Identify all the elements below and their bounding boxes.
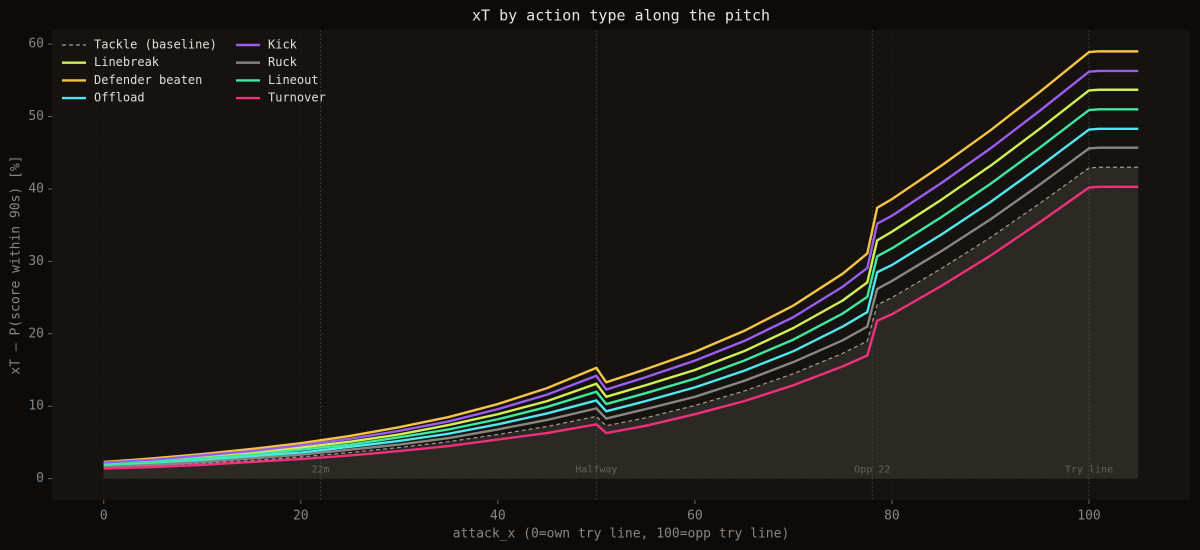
legend-label: Lineout [268, 73, 319, 87]
series-line [103, 50, 1139, 464]
area-fill [103, 167, 1139, 479]
y-tick-label: 10 [28, 399, 44, 414]
series-line [103, 108, 1139, 467]
x-tick-label: 40 [490, 509, 506, 524]
series-line [103, 185, 1139, 470]
y-tick-label: 0 [36, 471, 44, 486]
plot-area [52, 30, 1190, 500]
series-line [103, 88, 1139, 466]
series-line [103, 69, 1139, 464]
legend-label: Offload [94, 91, 145, 105]
y-tick-label: 60 [28, 37, 44, 52]
legend-label: Defender beaten [94, 73, 202, 87]
y-tick-label: 50 [28, 109, 44, 124]
y-tick-label: 40 [28, 181, 44, 196]
x-tick-label: 80 [884, 509, 900, 524]
marker-label: Halfway [575, 465, 617, 476]
series-line [103, 166, 1139, 469]
y-tick-label: 30 [28, 254, 44, 269]
legend-label: Linebreak [94, 55, 160, 69]
x-tick-label: 20 [293, 509, 309, 524]
legend-label: Kick [268, 38, 298, 52]
x-tick-label: 0 [100, 509, 108, 524]
legend-label: Turnover [268, 91, 326, 105]
marker-label: Opp 22 [854, 465, 890, 476]
x-axis-label: attack_x (0=own try line, 100=opp try li… [453, 527, 790, 542]
y-tick-label: 20 [28, 326, 44, 341]
legend-label: Ruck [268, 55, 298, 69]
marker-label: 22m [311, 465, 329, 476]
series-line [103, 146, 1139, 469]
chart-title: xT by action type along the pitch [472, 7, 770, 25]
x-tick-label: 60 [687, 509, 703, 524]
y-axis-label: xT — P(score within 90s) [%] [9, 155, 24, 374]
marker-label: Try line [1065, 465, 1113, 476]
legend-label: Tackle (baseline) [94, 38, 217, 52]
series-line [103, 127, 1139, 467]
x-tick-label: 100 [1077, 509, 1100, 524]
